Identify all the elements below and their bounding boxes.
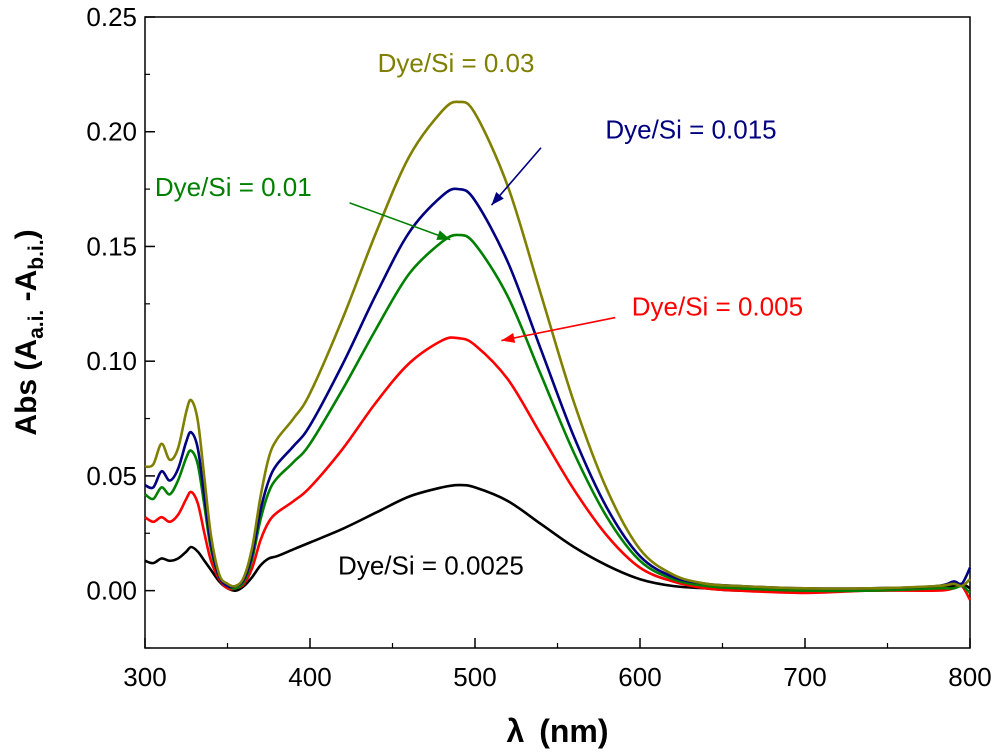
x-axis: 300 400 500 600 700 800 xyxy=(123,638,992,692)
x-axis-title-symbol: λ xyxy=(507,713,525,749)
x-tick-label: 600 xyxy=(618,662,661,692)
series-line xyxy=(144,483,971,593)
x-tick-label: 500 xyxy=(453,662,496,692)
annotation-arrow-line xyxy=(501,316,616,342)
y-axis-title: Abs (Aa.i. -Ab.i.) xyxy=(10,229,48,435)
annotation-label: Dye/Si = 0.015 xyxy=(605,115,776,145)
x-tick-label: 300 xyxy=(123,662,166,692)
y-tick-label: 0.20 xyxy=(86,117,137,147)
x-tick-label: 400 xyxy=(288,662,331,692)
annotations: Dye/Si = 0.03 Dye/Si = 0.015 Dye/Si = 0.01… xyxy=(155,48,803,581)
series-line xyxy=(144,233,971,594)
y-tick-label: 0.05 xyxy=(86,461,137,491)
y-tick-label: 0.00 xyxy=(86,576,137,606)
y-tick-label: 0.15 xyxy=(86,231,137,261)
annotation-label: Dye/Si = 0.005 xyxy=(632,291,803,321)
x-axis-title: λ (nm) xyxy=(507,713,609,749)
y-axis-title-sub1: a.i. xyxy=(25,310,48,339)
annotation-label: Dye/Si = 0.01 xyxy=(155,172,312,202)
annotation-arrow-line xyxy=(349,202,451,241)
y-tick-label: 0.10 xyxy=(86,346,137,376)
y-axis-title-main: Abs (A xyxy=(10,339,43,436)
annotation-label: Dye/Si = 0.03 xyxy=(378,48,535,78)
series-line xyxy=(144,187,972,590)
x-axis-title-unit: (nm) xyxy=(539,713,608,749)
x-tick-label: 700 xyxy=(783,662,826,692)
series-line xyxy=(144,100,971,590)
annotation-arrow-head xyxy=(436,230,451,240)
annotation-arrow-head xyxy=(491,192,504,206)
y-axis-title-end: ) xyxy=(10,229,43,239)
series-line xyxy=(144,336,972,601)
plot-area xyxy=(144,16,971,649)
y-axis-title-mid: -A xyxy=(10,270,43,310)
series-lines xyxy=(144,100,972,601)
annotation-label: Dye/Si = 0.0025 xyxy=(338,551,524,581)
plot-frame xyxy=(144,16,971,649)
y-axis-title-sub2: b.i. xyxy=(25,239,48,269)
annotation-arrow-head xyxy=(501,333,516,343)
y-axis: 0.00 0.05 0.10 0.15 0.20 0.25 xyxy=(86,2,155,649)
x-tick-label: 800 xyxy=(948,662,991,692)
y-tick-label: 0.25 xyxy=(86,2,137,32)
